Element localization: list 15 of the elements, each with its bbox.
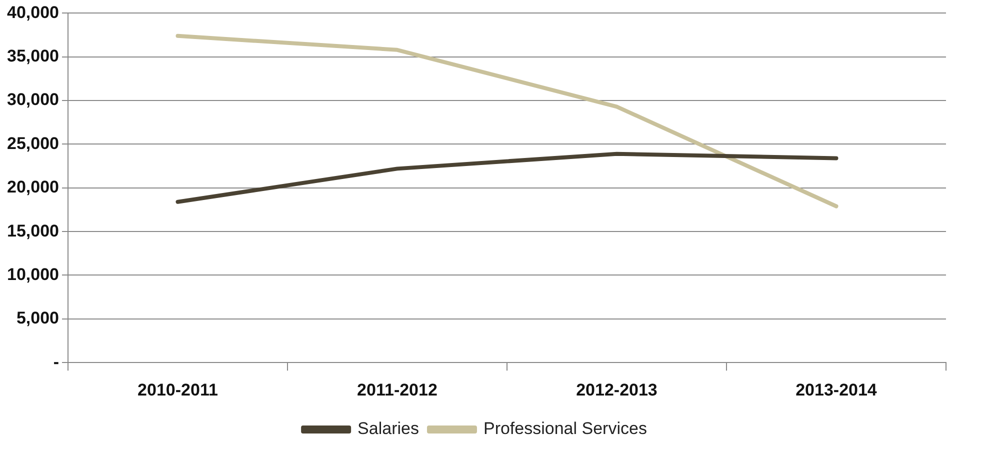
y-tick-label: 20,000 [6, 178, 59, 197]
x-tick-label: 2012-2013 [576, 380, 658, 400]
y-tick-label: 40,000 [6, 2, 59, 22]
y-tick-label: 5,000 [16, 308, 59, 328]
y-tick-label: 30,000 [6, 90, 59, 110]
y-tick-label: 10,000 [6, 264, 59, 284]
x-tick-label: 2013-2014 [796, 380, 878, 400]
x-tick-label: 2010-2011 [138, 380, 218, 400]
y-tick-label: - [53, 352, 59, 372]
legend-label: Professional Services [483, 419, 647, 438]
legend-label: Salaries [358, 419, 419, 438]
x-tick-label: 2011-2012 [357, 380, 438, 400]
y-tick-label: 35,000 [6, 46, 59, 66]
y-tick-label: 25,000 [6, 134, 59, 153]
y-tick-label: 15,000 [6, 221, 59, 240]
